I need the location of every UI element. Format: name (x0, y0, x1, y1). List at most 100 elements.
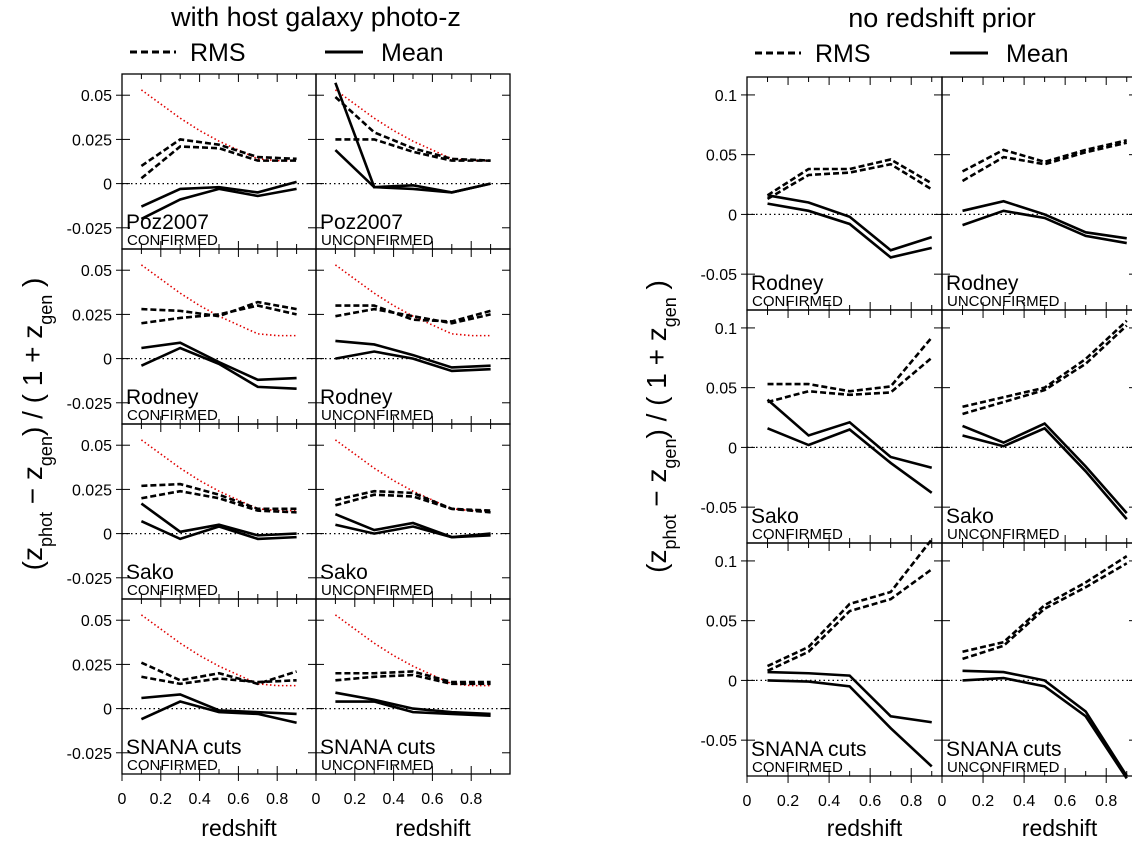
rms-line (141, 304, 297, 325)
y-tick-label: -0.025 (67, 746, 112, 763)
panel-method-label: SNANA cuts (126, 736, 242, 759)
reference-line (334, 264, 491, 337)
y-tick-label: 0.025 (72, 482, 112, 499)
y-tick-label: 0 (103, 527, 112, 544)
y-tick-label: 0.05 (706, 148, 737, 165)
mean-line (962, 426, 1128, 520)
mean-line (335, 350, 491, 373)
y-axis-label-ylabel-end: ) (641, 280, 672, 297)
x-tick-label: 0 (938, 793, 947, 810)
mean-line (962, 209, 1127, 245)
x-axis-label: redshift (827, 815, 903, 841)
reference-line (140, 89, 297, 162)
mean-line (140, 502, 297, 537)
y-tick-label: 0.05 (81, 263, 112, 280)
y-axis-label-ylabel-end: ) (17, 278, 48, 295)
chart-0: with host galaxy photo-z RMS Mean (zphot − … (17, 2, 511, 841)
y-axis-label-ylabel-main: (z (17, 547, 48, 570)
x-tick-label: 0.2 (150, 791, 172, 808)
y-tick-label: 0 (728, 207, 737, 224)
x-tick-label: 0.8 (266, 791, 288, 808)
x-tick-label: 0.6 (227, 791, 249, 808)
y-tick-label: -0.05 (701, 733, 738, 750)
x-tick-label: 0.2 (777, 793, 799, 810)
panel-method-label: Sako (126, 561, 174, 584)
x-tick-label: 0.2 (344, 791, 366, 808)
rms-line (335, 493, 491, 514)
rms-line (335, 670, 491, 684)
mean-line (141, 693, 297, 716)
panel-status-label: UNCONFIRMED (321, 232, 434, 249)
panel-status-label: UNCONFIRMED (321, 582, 434, 599)
panel-status-label: CONFIRMED (127, 757, 218, 774)
rms-line (334, 96, 491, 162)
rms-line (962, 324, 1128, 416)
x-axis-label: redshift (1022, 815, 1098, 841)
y-tick-label: -0.025 (67, 396, 112, 413)
panel-status-label: UNCONFIRMED (947, 293, 1060, 310)
y-tick-label: 0 (103, 352, 112, 369)
legend-mean-label: Mean (381, 39, 444, 67)
panel-method-label: SNANA cuts (320, 736, 436, 759)
rms-line (140, 661, 297, 686)
y-tick-label: 0.1 (715, 88, 737, 105)
reference-line (334, 439, 491, 512)
y-axis-label-ylabel-sub2: gen (660, 439, 680, 469)
y-tick-label: 0 (728, 673, 737, 690)
y-axis-label-ylabel-sub3: gen (36, 295, 56, 325)
y-tick-label: 0.025 (72, 657, 112, 674)
panel-status-label: UNCONFIRMED (947, 526, 1060, 543)
rms-line (141, 675, 297, 686)
rms-line (335, 304, 491, 323)
legend-rms-label: RMS (815, 40, 871, 68)
reference-line (140, 439, 297, 512)
x-tick-label: 0.6 (1054, 793, 1076, 810)
mean-line (335, 339, 491, 369)
mean-line (140, 346, 297, 390)
y-tick-label: 0.1 (715, 321, 737, 338)
y-tick-label: 0 (103, 177, 112, 194)
y-tick-label: 0.05 (706, 381, 737, 398)
panel-status-label: CONFIRMED (127, 582, 218, 599)
x-tick-label: 0.4 (1013, 793, 1035, 810)
y-axis-label-ylabel-mid: − z (17, 466, 48, 512)
panel-method-label: SNANA cuts (946, 738, 1062, 761)
panel-status-label: UNCONFIRMED (947, 759, 1060, 776)
x-tick-label: 0.6 (859, 793, 881, 810)
mean-line (962, 421, 1128, 514)
panel-method-label: Rodney (946, 272, 1019, 295)
y-axis-label-ylabel-sub2: gen (36, 436, 56, 466)
panel-status-label: CONFIRMED (752, 526, 843, 543)
panel-status-label: CONFIRMED (752, 293, 843, 310)
y-axis-label-ylabel-mid2: ) / ( 1 + z (641, 327, 672, 438)
panel-status-label: CONFIRMED (127, 232, 218, 249)
panel-method-label: Sako (751, 505, 799, 528)
mean-line (140, 700, 297, 725)
rms-line (141, 482, 297, 511)
rms-line (767, 356, 933, 404)
chart-title: with host galaxy photo-z (170, 2, 461, 32)
reference-line (140, 614, 297, 687)
y-tick-label: -0.025 (67, 221, 112, 238)
y-tick-label: 0.025 (72, 307, 112, 324)
mean-line (962, 676, 1128, 780)
y-axis-label: (zphot − zgen) / ( 1 + zgen ) (641, 280, 680, 573)
x-tick-label: 0 (312, 791, 321, 808)
panel-method-label: Rodney (320, 386, 393, 409)
reference-line (334, 89, 491, 162)
y-tick-label: 0.05 (81, 613, 112, 630)
rms-line (766, 568, 933, 673)
y-tick-label: -0.05 (701, 267, 738, 284)
rms-line (141, 300, 297, 318)
